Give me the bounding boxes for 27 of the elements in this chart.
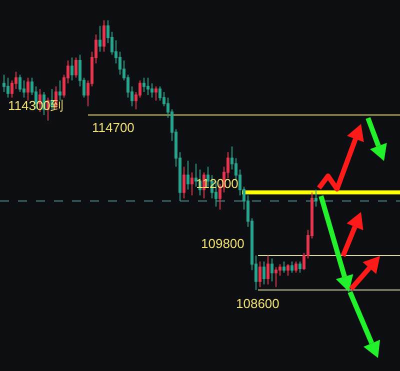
candlestick bbox=[282, 260, 286, 274]
candlestick bbox=[58, 80, 62, 102]
candlestick bbox=[186, 160, 190, 190]
candlestick bbox=[286, 264, 290, 276]
candlestick bbox=[262, 260, 266, 285]
candlestick bbox=[266, 255, 270, 285]
candlestick bbox=[74, 56, 78, 78]
annotation: 109800 bbox=[201, 236, 244, 251]
candlestick bbox=[182, 166, 186, 199]
candlestick bbox=[70, 56, 74, 81]
candlestick bbox=[314, 189, 318, 208]
candlestick bbox=[190, 172, 194, 196]
candlestick bbox=[274, 266, 278, 288]
candlestick bbox=[270, 258, 274, 282]
candlestick bbox=[26, 77, 30, 102]
annotation: 114700 bbox=[92, 120, 134, 135]
candlestick bbox=[290, 260, 294, 274]
candlestick bbox=[146, 77, 150, 96]
candlestick bbox=[294, 260, 298, 274]
text: 108600 bbox=[236, 296, 280, 311]
candlestick bbox=[298, 260, 302, 274]
candlestick bbox=[102, 20, 106, 52]
candlestick bbox=[258, 260, 262, 288]
candlestick bbox=[154, 86, 158, 102]
candlestick bbox=[142, 77, 146, 93]
candlestick bbox=[98, 25, 102, 52]
candlestick bbox=[6, 77, 10, 98]
